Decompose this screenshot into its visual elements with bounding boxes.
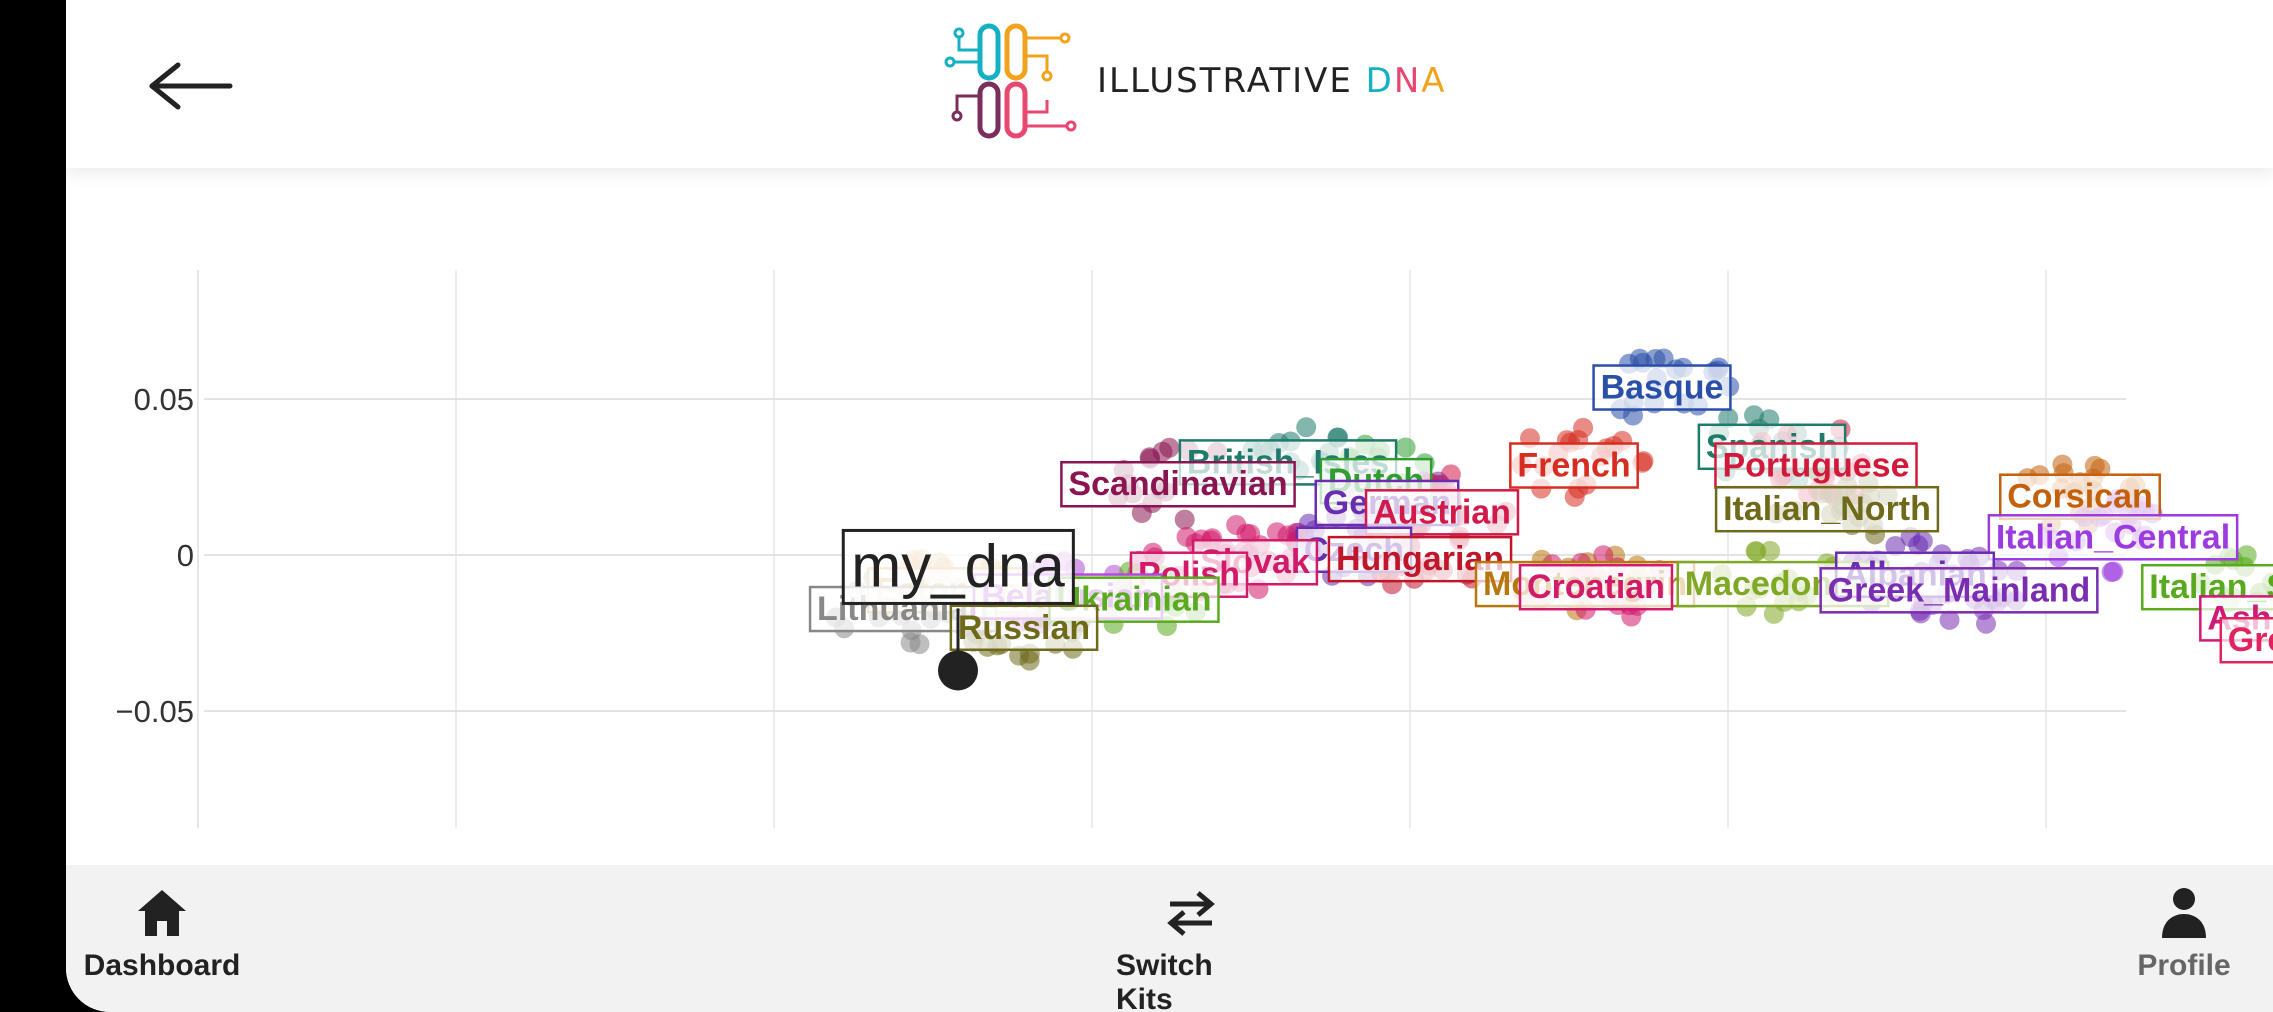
pca-scatter-plot[interactable]: 0.05 0 −0.05 BasqueSardinianBritish_IslesS… <box>66 168 2273 865</box>
nav-dashboard-label: Dashboard <box>83 949 241 982</box>
population-label-text: Greek_Mainland <box>1828 571 2091 609</box>
my-dna-label-box <box>841 528 1075 605</box>
top-bar: ILLUSTRATIVE DNA <box>66 0 2273 168</box>
population-label: Croatian <box>1518 563 1674 611</box>
data-point <box>1885 536 1906 556</box>
population-label-box <box>1999 473 2161 520</box>
nav-profile-label: Profile <box>2137 949 2231 982</box>
data-point <box>1573 417 1594 438</box>
y-tick-label: 0 <box>177 538 194 573</box>
data-point <box>1174 509 1195 530</box>
population-label-box <box>1987 514 2239 561</box>
data-point <box>1296 417 1317 438</box>
nav-dashboard[interactable]: Dashboard <box>84 887 240 983</box>
y-axis-ticks: 0.05 0 −0.05 <box>116 382 194 729</box>
population-label-box <box>1714 485 1940 533</box>
population-label-text: Croatian <box>1527 568 1665 606</box>
population-label: Italian_South <box>2141 563 2273 611</box>
population-label: Italian_North <box>1714 485 1940 533</box>
population-label-text: Corsican <box>2007 478 2153 516</box>
population-label-text: French <box>1517 447 1630 485</box>
population-label-box <box>1714 442 1918 489</box>
nav-profile[interactable]: Profile <box>2124 887 2244 983</box>
population-labels: BasqueSardinianBritish_IslesSpanishFrenc… <box>808 364 2273 664</box>
population-label-text: Russian <box>958 609 1090 647</box>
population-label-box <box>1364 489 1520 536</box>
data-point <box>2084 455 2105 476</box>
arrow-left-icon <box>149 62 233 110</box>
data-point <box>1131 503 1152 523</box>
data-point <box>900 632 921 653</box>
data-point <box>1939 609 1960 630</box>
back-button[interactable] <box>136 50 246 122</box>
data-point <box>2101 562 2122 582</box>
population-label-text: Italian_North <box>1723 490 1931 528</box>
population-label-text: Basque <box>1601 369 1724 407</box>
my-dna-marker[interactable]: my_dna <box>841 528 1075 691</box>
my-dna-label-text: my_dna <box>851 532 1065 599</box>
population-label-box <box>1819 567 2099 614</box>
population-label: Greek_Islands <box>2219 616 2273 664</box>
population-label: Corsican <box>1999 473 2161 520</box>
data-point <box>1395 437 1416 458</box>
population-label-text: Scandinavian <box>1068 465 1287 503</box>
bottom-nav: Dashboard Switch Kits Profile <box>66 865 2273 1012</box>
population-label-box <box>949 604 1099 652</box>
logo-text: ILLUSTRATIVE DNA <box>1097 61 1447 101</box>
data-point <box>1176 526 1197 547</box>
population-label-box <box>1060 460 1296 508</box>
data-point <box>1744 405 1764 426</box>
data-point <box>1152 441 1173 462</box>
population-label-text: Italian_Central <box>1996 518 2230 556</box>
data-point <box>1593 545 1614 566</box>
app-screen: ILLUSTRATIVE DNA 0.05 0 −0.05 BasqueSardin… <box>66 0 2273 1012</box>
population-label: Portuguese <box>1714 442 1918 489</box>
population-label: Austrian <box>1364 489 1520 536</box>
population-label-text: Austrian <box>1373 493 1511 531</box>
population-label-text: Greek_Islands <box>2228 621 2273 659</box>
data-point <box>1745 541 1766 562</box>
data-point <box>1760 540 1781 561</box>
app-logo: ILLUSTRATIVE DNA <box>943 16 1447 146</box>
population-label-box <box>2219 616 2273 664</box>
y-tick-label: −0.05 <box>116 694 194 729</box>
population-label: French <box>1509 442 1639 489</box>
population-label: Scandinavian <box>1060 460 1296 508</box>
population-label-box <box>1518 563 1674 611</box>
home-icon <box>138 890 186 936</box>
population-label: Russian <box>949 604 1099 652</box>
data-point <box>1226 515 1247 535</box>
swap-arrows-icon <box>1167 891 1215 936</box>
person-icon <box>2162 888 2206 938</box>
my-dna-point[interactable] <box>938 650 978 691</box>
plot-canvas[interactable]: 0.05 0 −0.05 BasqueSardinianBritish_IslesS… <box>66 168 2273 865</box>
y-tick-label: 0.05 <box>134 382 194 417</box>
population-label-box <box>1592 364 1732 411</box>
population-label-box <box>1509 442 1639 489</box>
data-point <box>1908 535 1929 556</box>
nav-switch-kits-label: Switch Kits <box>1116 949 1213 1012</box>
logo-mark-icon <box>944 23 1077 139</box>
data-point <box>1440 464 1461 485</box>
population-label: Italian_Central <box>1987 514 2239 561</box>
population-label-text: Portuguese <box>1722 447 1909 485</box>
population-label: Greek_Mainland <box>1819 567 2099 614</box>
data-point <box>1718 408 1739 429</box>
nav-switch-kits[interactable]: Switch Kits <box>1116 887 1266 1012</box>
population-label: Basque <box>1592 364 1732 411</box>
